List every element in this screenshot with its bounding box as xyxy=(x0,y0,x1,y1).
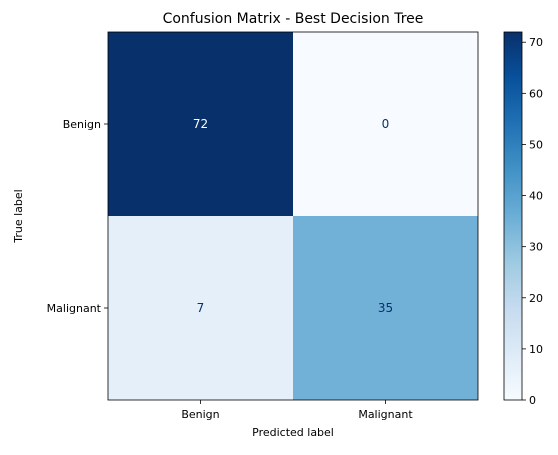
y-tick-label: Benign xyxy=(63,118,101,131)
colorbar-tick-label: 50 xyxy=(529,138,543,151)
colorbar xyxy=(503,31,523,401)
x-tick-label: Benign xyxy=(181,408,219,421)
cell-value-label: 72 xyxy=(193,117,208,131)
cell-value-label: 0 xyxy=(382,117,390,131)
matrix-cell xyxy=(108,216,293,400)
matrix-cells: 72 0 7 35 xyxy=(108,32,478,400)
colorbar-ticks: 0 10 20 30 40 50 60 70 xyxy=(522,36,543,407)
y-axis-label: True label xyxy=(12,189,25,243)
colorbar-tick-label: 30 xyxy=(529,241,543,254)
x-tick-label: Malignant xyxy=(358,408,413,421)
y-axis-ticks: Benign Malignant xyxy=(47,118,108,315)
colorbar-tick-label: 0 xyxy=(529,394,536,407)
cell-value-label: 35 xyxy=(378,301,393,315)
matrix-cell xyxy=(293,32,478,216)
colorbar-tick-label: 10 xyxy=(529,343,543,356)
chart-title: Confusion Matrix - Best Decision Tree xyxy=(163,11,424,27)
cell-value-label: 7 xyxy=(197,301,205,315)
matrix-cell xyxy=(293,216,478,400)
colorbar-tick-label: 40 xyxy=(529,190,543,203)
colorbar-tick-label: 20 xyxy=(529,292,543,305)
colorbar-tick-label: 70 xyxy=(529,36,543,49)
x-axis-ticks: Benign Malignant xyxy=(181,400,413,421)
x-axis-label: Predicted label xyxy=(252,426,334,439)
plot-frame xyxy=(107,31,479,401)
y-tick-label: Malignant xyxy=(47,302,102,315)
colorbar-tick-label: 60 xyxy=(529,87,543,100)
matrix-cell xyxy=(108,32,293,216)
